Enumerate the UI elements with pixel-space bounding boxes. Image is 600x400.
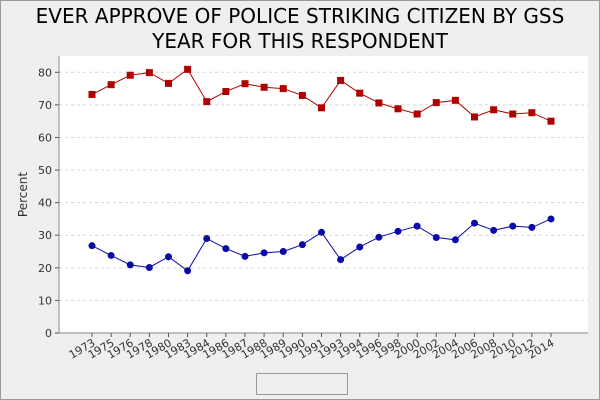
data-point-no [509,222,517,230]
data-point-yes [107,81,115,89]
data-point-yes [203,98,211,106]
data-point-no [145,263,153,271]
data-point-no [547,215,555,223]
y-axis-label: Percent [16,172,30,217]
data-point-yes [298,91,306,99]
legend [256,373,348,395]
y-tick-label: 40 [38,197,52,210]
data-point-no [356,243,364,251]
data-point-yes [509,110,517,118]
data-point-yes [126,71,134,79]
data-point-yes [165,79,172,87]
y-tick-label: 20 [38,262,52,275]
y-tick-label: 70 [38,99,52,112]
chart-title-line-1: EVER APPROVE OF POLICE STRIKING CITIZEN … [35,4,565,28]
data-point-yes [432,99,440,107]
data-point-no [432,234,440,242]
y-tick-label: 80 [38,66,52,79]
plot-area [59,56,588,333]
data-point-no [88,242,96,250]
chart-title: EVER APPROVE OF POLICE STRIKING CITIZEN … [0,4,600,54]
data-point-no [451,236,459,244]
data-point-yes [184,65,192,73]
data-point-no [394,227,402,235]
data-point-yes [260,83,268,91]
data-point-no [337,256,345,264]
data-point-yes [394,105,402,113]
data-point-no [413,222,421,230]
y-tick-label: 50 [38,164,52,177]
data-point-no [471,219,478,227]
data-point-yes [413,110,421,118]
data-point-yes [337,76,345,84]
data-point-no [375,233,383,241]
y-tick-label: 60 [38,131,52,144]
data-point-no [528,223,536,231]
data-point-no [490,226,498,234]
data-point-no [241,252,249,260]
data-point-yes [145,69,153,77]
data-point-yes [222,88,230,96]
data-point-no [107,251,115,259]
data-point-yes [528,109,536,117]
data-point-yes [241,80,249,88]
y-tick-label: 30 [38,229,52,242]
data-point-no [318,228,325,236]
data-point-yes [490,106,498,114]
chart-title-line-2: YEAR FOR THIS RESPONDENT [152,29,448,53]
data-point-yes [471,113,478,121]
data-point-yes [451,96,459,104]
data-point-no [298,241,306,249]
data-point-no [184,267,192,275]
data-point-no [126,261,134,269]
data-point-yes [318,104,325,112]
data-point-no [260,249,268,257]
data-point-yes [88,90,96,98]
data-point-yes [279,85,287,93]
data-point-no [165,253,172,261]
y-tick-label: 0 [45,327,52,340]
y-tick-label: 10 [38,294,52,307]
data-point-no [222,245,230,253]
data-point-no [279,248,287,256]
data-point-yes [356,89,364,97]
data-point-no [203,234,211,242]
data-point-yes [375,99,383,107]
data-point-yes [547,117,555,125]
